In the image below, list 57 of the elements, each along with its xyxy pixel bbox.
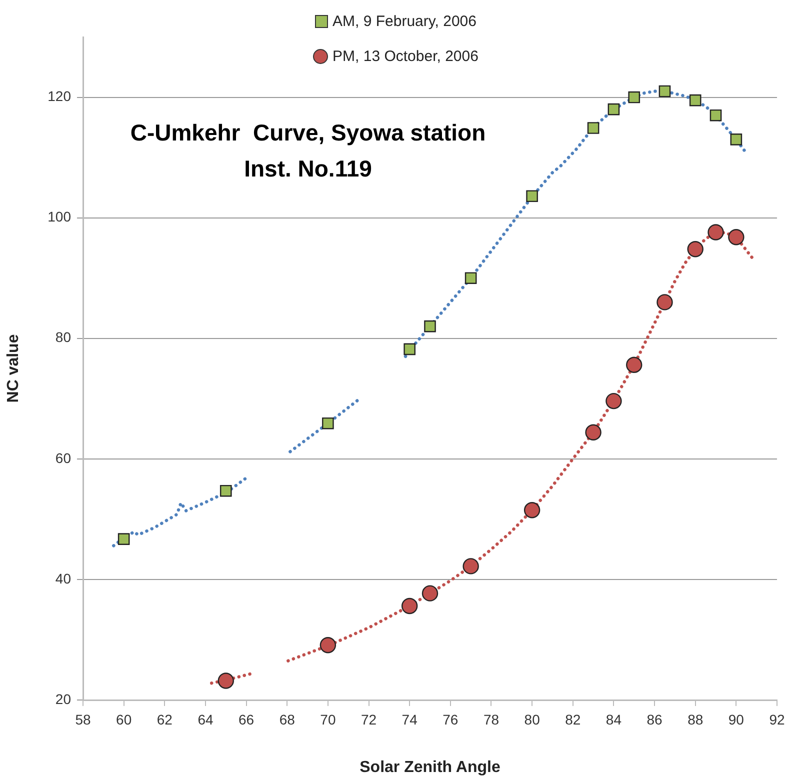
point <box>585 424 602 440</box>
x-tick-label: 58 <box>75 711 91 728</box>
point <box>464 272 477 284</box>
text: C-Umkehr Curve, Syowa station <box>130 119 486 146</box>
point <box>728 229 744 246</box>
point <box>401 598 418 614</box>
x-tick-label: 70 <box>320 711 336 728</box>
point <box>689 94 702 106</box>
x-axis-title: Solar Zenith Angle <box>360 758 500 776</box>
point <box>218 672 234 689</box>
point <box>626 356 642 373</box>
point <box>320 637 336 654</box>
x-tick-label: 74 <box>402 711 418 728</box>
point <box>687 241 704 258</box>
y-tick-label: 60 <box>55 450 72 466</box>
legend-label: AM, 9 February, 2006 <box>332 13 476 30</box>
x-tick-label: 76 <box>442 711 458 728</box>
x-tick-label: 60 <box>116 711 132 728</box>
point <box>422 585 438 602</box>
point <box>628 91 640 104</box>
y-tick-label: 20 <box>55 690 72 707</box>
y-tick-label: 80 <box>55 329 72 346</box>
point <box>658 85 671 98</box>
x-tick-label: 62 <box>156 711 173 728</box>
y-tick-label: 40 <box>55 570 72 586</box>
legend-label: PM, 13 October, 2006 <box>332 48 478 65</box>
point <box>220 484 232 497</box>
x-tick-label: 90 <box>728 711 744 728</box>
y-tick-label: 120 <box>48 88 72 104</box>
x-tick-label: 78 <box>483 711 500 728</box>
y-axis-title: NC value <box>5 334 22 403</box>
x-tick-label: 64 <box>198 711 214 728</box>
point <box>404 343 416 356</box>
x-tick-label: 82 <box>565 711 581 728</box>
y-tick-label: 100 <box>48 208 72 225</box>
point <box>656 294 673 310</box>
point <box>322 417 334 430</box>
x-tick-label: 92 <box>769 711 785 728</box>
x-tick-label: 88 <box>688 711 704 728</box>
point <box>730 134 742 146</box>
text: Inst. No.119 <box>244 155 372 182</box>
x-tick-label: 66 <box>238 711 254 728</box>
x-tick-label: 84 <box>606 711 622 728</box>
point <box>587 122 600 134</box>
point <box>606 392 622 410</box>
x-tick-label: 72 <box>360 711 377 728</box>
point <box>462 558 479 574</box>
point <box>524 502 540 518</box>
point <box>710 109 722 122</box>
x-tick-label: 80 <box>524 711 540 728</box>
x-tick-label: 86 <box>646 711 663 728</box>
point <box>708 224 724 240</box>
point <box>424 320 436 332</box>
x-tick-label: 68 <box>279 711 296 728</box>
point <box>118 533 130 545</box>
point <box>526 190 538 202</box>
point <box>608 103 620 116</box>
